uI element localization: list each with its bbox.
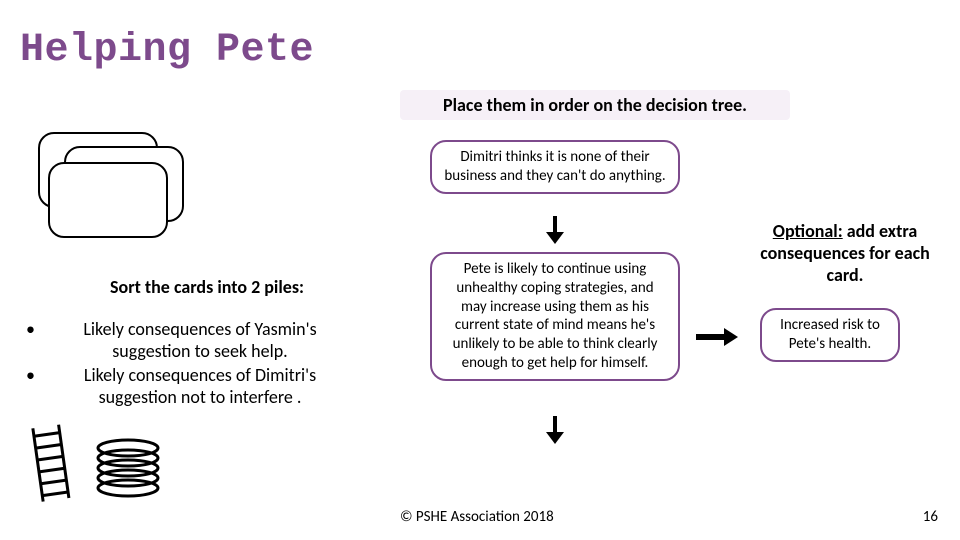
page-title: Helping Pete [20,28,314,73]
list-item: • Likely consequences of Dimitri's sugge… [26,364,356,408]
decision-node-3: Increased risk to Pete's health. [760,308,900,362]
arrow-right-icon [696,328,738,346]
bullet-list: • Likely consequences of Yasmin's sugges… [26,316,356,410]
spring-icon [88,436,168,506]
bullet-text: Likely consequences of Yasmin's suggesti… [44,318,356,362]
decision-node-2: Pete is likely to continue using unhealt… [430,252,680,381]
copyright-footer: © PSHE Association 2018 [400,508,554,526]
card-shape [48,162,168,238]
instruction-banner: Place them in order on the decision tree… [400,90,790,120]
decision-node-1: Dimitri thinks it is none of their busin… [430,140,680,194]
bullet-dot: • [26,318,44,362]
list-item: • Likely consequences of Yasmin's sugges… [26,318,356,362]
bullet-dot: • [26,364,44,408]
page-number: 16 [923,508,938,526]
bullet-text: Likely consequences of Dimitri's suggest… [44,364,356,408]
ladder-icon [24,422,80,506]
sort-heading: Sort the cards into 2 piles: [62,276,352,298]
optional-underlined: Optional: [773,220,843,242]
optional-note: Optional: add extra consequences for eac… [750,220,940,286]
